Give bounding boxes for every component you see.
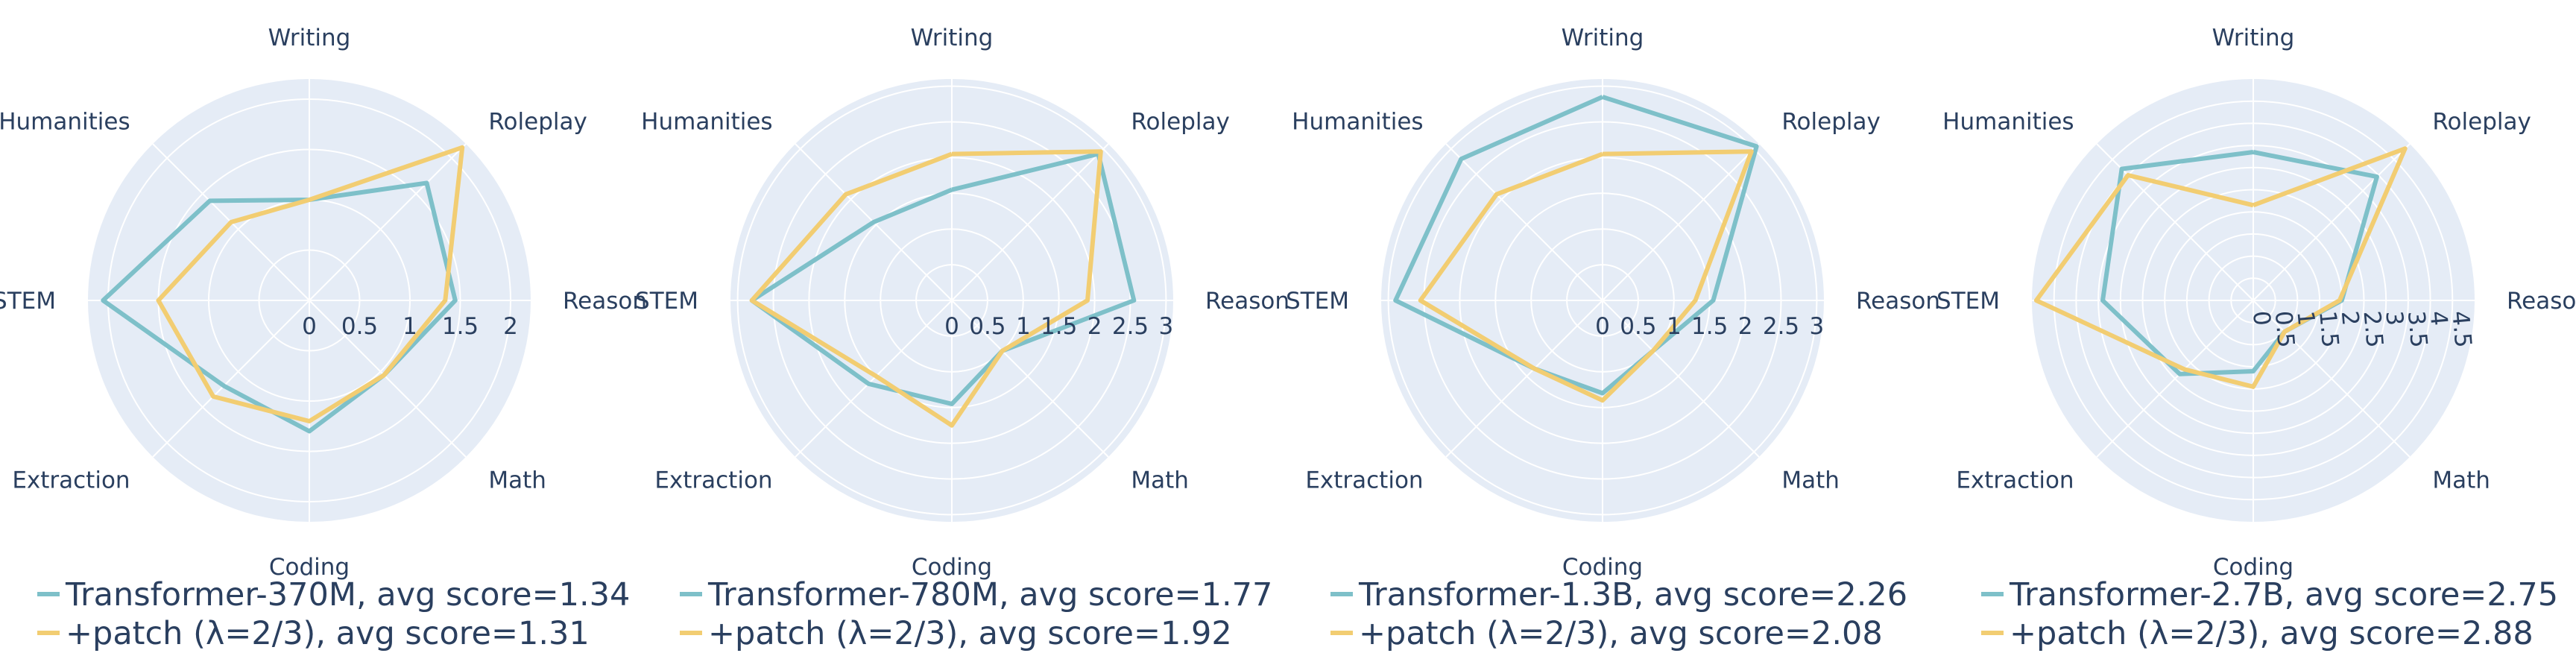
category-label: Roleplay <box>1131 109 1229 136</box>
category-label: Writing <box>268 25 351 51</box>
grid-spoke <box>1445 143 1603 301</box>
category-label: Reason <box>1205 288 1289 315</box>
grid-spoke <box>2096 300 2254 458</box>
radial-tick-label: 2 <box>1738 313 1753 340</box>
series-line-1 <box>749 151 1137 406</box>
radial-tick-label: 1.5 <box>1691 313 1728 340</box>
radar-chart-2: Writing Roleplay Reason Math Coding Extractio… <box>635 25 1289 652</box>
radial-tick-label: 1 <box>402 313 417 340</box>
series-line-1 <box>1393 95 1759 396</box>
category-label: Writing <box>911 25 994 51</box>
category-label: Extraction <box>1305 467 1423 493</box>
radar-chart-3: Writing Roleplay Reason Math Coding Extractio… <box>1286 25 1940 652</box>
grid-spoke <box>1445 300 1603 458</box>
radial-tick-label: 1.5 <box>1041 313 1077 340</box>
grid-spoke <box>795 300 953 458</box>
radial-tick-label: 0.5 <box>1620 313 1656 340</box>
legend-label-1: Transformer-780M, avg score=1.77 <box>707 576 1272 614</box>
grid-spoke <box>951 143 1109 301</box>
radial-tick-label: 0.5 <box>2270 310 2299 349</box>
radial-tick-label: 1 <box>2291 310 2320 327</box>
legend-label-1: Transformer-1.3B, avg score=2.26 <box>1358 576 1907 614</box>
category-label: STEM <box>1286 288 1349 315</box>
category-label: Reason <box>2507 288 2576 315</box>
grid-spoke <box>1602 300 1760 458</box>
radar-chart-1: Writing Roleplay Reason Math Coding Extractio… <box>0 25 647 652</box>
category-label: Writing <box>1562 25 1644 51</box>
radial-tick-label: 0.5 <box>969 313 1006 340</box>
grid-spoke <box>2253 300 2411 458</box>
legend-label-1: Transformer-370M, avg score=1.34 <box>65 576 630 614</box>
series-line-1 <box>101 180 458 434</box>
category-label: Humanities <box>1292 109 1423 136</box>
category-label: STEM <box>1936 288 2000 315</box>
radial-tick-label: 2 <box>2336 310 2364 327</box>
category-label: Extraction <box>1956 467 2074 493</box>
category-label: Writing <box>2212 25 2295 51</box>
grid-spoke <box>152 300 310 458</box>
radial-tick-label: 0 <box>302 313 317 340</box>
category-label: Extraction <box>12 467 130 493</box>
category-label: Roleplay <box>1781 109 1880 136</box>
category-label: Coding <box>269 554 350 581</box>
category-label: Math <box>2432 467 2490 493</box>
radar-chart-4: Writing Roleplay Reason Math Coding Extractio… <box>1936 25 2576 652</box>
category-label: Reason <box>1856 288 1940 315</box>
radial-tick-label: 1 <box>1667 313 1682 340</box>
legend-label-2: +patch (λ=2/3), avg score=2.88 <box>2010 615 2534 652</box>
radial-tick-label: 3 <box>1159 313 1174 340</box>
legend-label-1: Transformer-2.7B, avg score=2.75 <box>2009 576 2558 614</box>
grid-spoke <box>309 143 467 301</box>
category-label: Humanities <box>0 109 130 136</box>
series-line-2 <box>2033 146 2408 389</box>
radial-tick-label: 3.5 <box>2402 310 2432 349</box>
category-label: Extraction <box>654 467 772 493</box>
grid-spoke <box>309 300 467 458</box>
radial-tick-label: 1 <box>1016 313 1031 340</box>
category-label: Roleplay <box>2432 109 2531 136</box>
legend-label-2: +patch (λ=2/3), avg score=2.08 <box>1359 615 1883 652</box>
legend-label-2: +patch (λ=2/3), avg score=1.31 <box>66 615 590 652</box>
radial-tick-label: 2 <box>503 313 518 340</box>
category-label: Humanities <box>641 109 772 136</box>
radial-tick-label: 3 <box>2380 310 2408 327</box>
radial-tick-label: 1.5 <box>442 313 479 340</box>
legend-label-2: +patch (λ=2/3), avg score=1.92 <box>708 615 1232 652</box>
series-line-2 <box>1418 149 1754 403</box>
series-line-1 <box>2100 150 2379 376</box>
category-label: Roleplay <box>488 109 587 136</box>
grid-spoke <box>951 300 1109 458</box>
radial-tick-label: 4 <box>2425 310 2453 327</box>
category-label: STEM <box>635 288 698 315</box>
radial-tick-label: 0 <box>1595 313 1610 340</box>
category-label: Math <box>1781 467 1840 493</box>
radial-tick-label: 4.5 <box>2446 310 2476 349</box>
category-label: STEM <box>0 288 56 315</box>
radial-tick-label: 2.5 <box>1112 313 1149 340</box>
category-label: Math <box>488 467 546 493</box>
category-label: Coding <box>2213 554 2294 581</box>
category-label: Humanities <box>1942 109 2074 136</box>
radial-tick-label: 0 <box>944 313 959 340</box>
radial-tick-label: 3 <box>1810 313 1825 340</box>
radial-tick-label: 1.5 <box>2314 310 2343 349</box>
category-label: Coding <box>1562 554 1643 581</box>
radial-tick-label: 2.5 <box>2358 310 2388 349</box>
radial-tick-label: 0 <box>2247 310 2276 327</box>
grid-spoke <box>2253 143 2411 301</box>
radial-tick-label: 2 <box>1087 313 1102 340</box>
radial-tick-label: 2.5 <box>1763 313 1799 340</box>
radial-tick-label: 0.5 <box>341 313 378 340</box>
category-label: Reason <box>563 288 647 315</box>
category-label: Coding <box>912 554 992 581</box>
series-line-2 <box>749 149 1103 428</box>
grid-spoke <box>1602 143 1760 301</box>
category-label: Math <box>1131 467 1189 493</box>
series-line-2 <box>156 145 465 423</box>
